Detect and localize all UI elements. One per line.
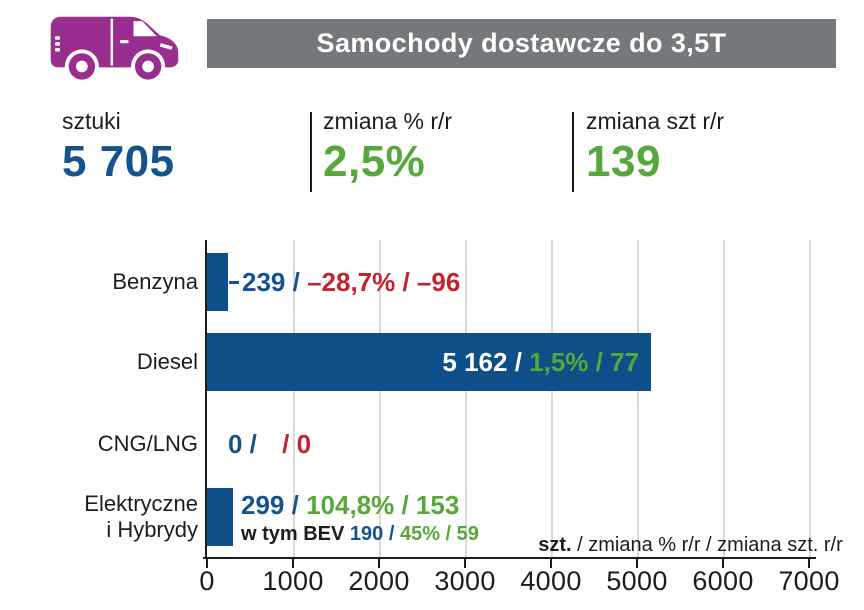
stat-change-units-value: 139 bbox=[586, 137, 661, 186]
gridline bbox=[465, 240, 467, 557]
gridline bbox=[379, 240, 381, 557]
value-segment: 45% / 59 bbox=[399, 523, 479, 545]
category-axis: Benzyna Diesel CNG/LNG Elektryczne i Hybrydy bbox=[30, 0, 198, 610]
chart-legend: szt. / zmiana % r/r / zmiana szt. r/r bbox=[516, 506, 843, 584]
x-axis-tick bbox=[550, 557, 552, 568]
value-segment: 239 / bbox=[242, 267, 308, 297]
stat-change-units-label: zmiana szt r/r bbox=[586, 108, 725, 134]
x-axis-tick-label: 4000 bbox=[520, 566, 582, 596]
value-segment: –28,7% / –96 bbox=[307, 267, 461, 297]
x-axis-tick-label: 5000 bbox=[606, 566, 668, 596]
value-segment: w tym BEV bbox=[241, 523, 350, 545]
x-axis-tick bbox=[378, 557, 380, 568]
value-segment: 190 / bbox=[349, 523, 400, 545]
category-label-elektryczne-i-hybrydy: Elektryczne i Hybrydy bbox=[84, 491, 198, 542]
x-axis-tick-label: 7000 bbox=[778, 566, 840, 596]
value-segment: / 0 bbox=[282, 429, 312, 459]
category-label-cng-lng: CNG/LNG bbox=[97, 431, 198, 456]
stat-change-pct: zmiana % r/r 2,5% bbox=[323, 106, 452, 188]
x-axis-tick-label: 3000 bbox=[434, 566, 496, 596]
value-segment: 104,8% / 153 bbox=[306, 490, 460, 520]
x-axis-tick bbox=[464, 557, 466, 568]
stat-change-pct-label: zmiana % r/r bbox=[323, 108, 453, 134]
x-axis-tick-label: 2000 bbox=[348, 566, 410, 596]
stat-change-pct-value: 2,5% bbox=[323, 137, 426, 186]
category-label-diesel: Diesel bbox=[136, 349, 198, 374]
x-axis-tick-label: 1000 bbox=[262, 566, 324, 596]
gridline bbox=[809, 240, 811, 557]
stat-units: sztuki 5 705 bbox=[62, 106, 175, 188]
van-icon bbox=[50, 16, 179, 84]
x-axis-tick bbox=[808, 557, 810, 568]
bar-value-label-cng-lng: 0 / / 0 bbox=[228, 427, 311, 461]
x-axis-tick-label: 6000 bbox=[692, 566, 754, 596]
value-segment: 299 / bbox=[241, 490, 307, 520]
bar-value-label-benzyna: 239 / –28,7% / –96 bbox=[229, 265, 460, 299]
bev-subline: w tym BEV 190 / 45% / 59 bbox=[241, 522, 479, 546]
bar-value-label-elektryczne-i-hybrydy: 299 / 104,8% / 153 w tym BEV 190 / 45% / … bbox=[241, 488, 479, 546]
value-segment: 0 / bbox=[228, 429, 265, 459]
bar-diesel bbox=[207, 333, 651, 391]
x-axis-tick bbox=[206, 557, 208, 568]
page-title: Samochody dostawcze do 3,5T bbox=[316, 28, 727, 58]
gridline bbox=[551, 240, 553, 557]
stat-units-label: sztuki bbox=[62, 108, 121, 134]
x-axis-tick bbox=[636, 557, 638, 568]
stat-divider bbox=[572, 112, 574, 192]
value-segment: 5 162 / bbox=[442, 347, 530, 377]
bar-value-label-diesel: 5 162 / 1,5% / 77 bbox=[442, 345, 639, 379]
title-banner: Samochody dostawcze do 3,5T bbox=[207, 19, 836, 68]
x-axis-tick bbox=[722, 557, 724, 568]
value-segment: 1,5% / 77 bbox=[529, 347, 639, 377]
gridline bbox=[637, 240, 639, 557]
category-label-benzyna: Benzyna bbox=[112, 269, 198, 294]
gridline bbox=[293, 240, 295, 557]
x-axis-tick-label: 0 bbox=[199, 566, 215, 596]
y-axis-line bbox=[205, 240, 207, 559]
legend-units-label: szt. bbox=[538, 534, 572, 556]
gridline bbox=[723, 240, 725, 557]
stat-divider bbox=[310, 112, 312, 192]
plot-area: 239 / –28,7% / –96 5 162 / 1,5% / 77 0 / /… bbox=[207, 240, 811, 557]
stat-units-value: 5 705 bbox=[62, 137, 175, 186]
x-axis-tick bbox=[292, 557, 294, 568]
legend-rest-label: / zmiana % r/r / zmiana szt. r/r bbox=[571, 534, 843, 556]
bar-connector-dash bbox=[229, 280, 239, 284]
bar-elektryczne-i-hybrydy bbox=[207, 488, 233, 546]
stat-change-units: zmiana szt r/r 139 bbox=[586, 106, 724, 188]
x-axis-line bbox=[203, 557, 816, 559]
bar-benzyna bbox=[207, 253, 228, 311]
